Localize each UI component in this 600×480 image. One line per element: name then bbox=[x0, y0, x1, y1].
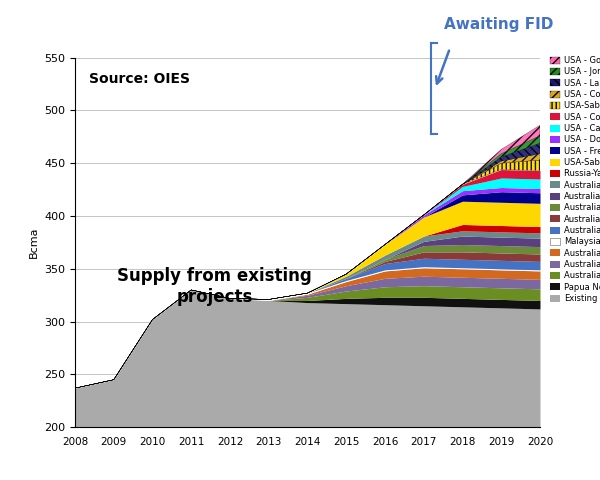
Text: Supply from existing
projects: Supply from existing projects bbox=[117, 267, 312, 306]
Legend: USA - Golden Pass, USA - Jordan Cove, USA - Lake Charles, USA - Corpus Chrsti T3: USA - Golden Pass, USA - Jordan Cove, US… bbox=[549, 54, 600, 305]
Text: Source: OIES: Source: OIES bbox=[89, 72, 190, 86]
Y-axis label: Bcma: Bcma bbox=[29, 227, 38, 258]
Text: Awaiting FID: Awaiting FID bbox=[444, 17, 553, 32]
